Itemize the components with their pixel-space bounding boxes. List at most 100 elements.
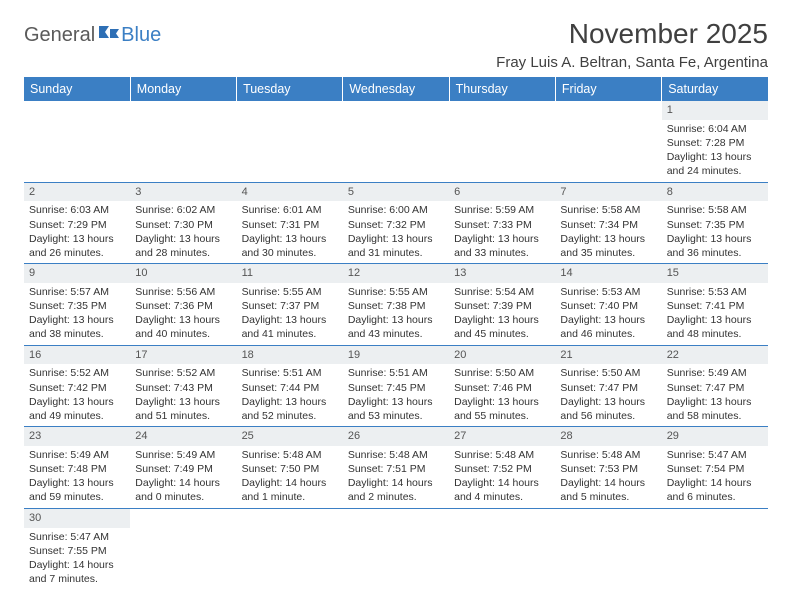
sunset-line: Sunset: 7:43 PM (135, 381, 231, 395)
day-content: Sunrise: 5:48 AMSunset: 7:51 PMDaylight:… (343, 446, 449, 508)
calendar-day-cell: 6Sunrise: 5:59 AMSunset: 7:33 PMDaylight… (449, 182, 555, 264)
sunset-line: Sunset: 7:47 PM (667, 381, 763, 395)
day-content: Sunrise: 5:47 AMSunset: 7:54 PMDaylight:… (662, 446, 768, 508)
day-content: Sunrise: 5:58 AMSunset: 7:34 PMDaylight:… (555, 201, 661, 263)
day-content: Sunrise: 5:59 AMSunset: 7:33 PMDaylight:… (449, 201, 555, 263)
daylight-line: Daylight: 13 hours and 35 minutes. (560, 232, 656, 260)
sunset-line: Sunset: 7:38 PM (348, 299, 444, 313)
daylight-line: Daylight: 13 hours and 59 minutes. (29, 476, 125, 504)
sunrise-line: Sunrise: 5:57 AM (29, 285, 125, 299)
day-content: Sunrise: 5:56 AMSunset: 7:36 PMDaylight:… (130, 283, 236, 345)
calendar-day-cell (237, 101, 343, 182)
calendar-day-cell: 26Sunrise: 5:48 AMSunset: 7:51 PMDayligh… (343, 427, 449, 509)
sunset-line: Sunset: 7:35 PM (667, 218, 763, 232)
day-number: 21 (555, 346, 661, 365)
sunrise-line: Sunrise: 5:56 AM (135, 285, 231, 299)
sunset-line: Sunset: 7:34 PM (560, 218, 656, 232)
weekday-header: Monday (130, 77, 236, 101)
daylight-line: Daylight: 13 hours and 52 minutes. (242, 395, 338, 423)
day-number: 5 (343, 183, 449, 202)
weekday-header: Sunday (24, 77, 130, 101)
calendar-day-cell (24, 101, 130, 182)
day-content: Sunrise: 5:48 AMSunset: 7:50 PMDaylight:… (237, 446, 343, 508)
sunset-line: Sunset: 7:53 PM (560, 462, 656, 476)
sunset-line: Sunset: 7:52 PM (454, 462, 550, 476)
calendar-day-cell (343, 101, 449, 182)
calendar-day-cell: 19Sunrise: 5:51 AMSunset: 7:45 PMDayligh… (343, 345, 449, 427)
day-content: Sunrise: 5:52 AMSunset: 7:42 PMDaylight:… (24, 364, 130, 426)
calendar-day-cell: 20Sunrise: 5:50 AMSunset: 7:46 PMDayligh… (449, 345, 555, 427)
sunrise-line: Sunrise: 5:51 AM (242, 366, 338, 380)
day-number: 8 (662, 183, 768, 202)
day-number: 11 (237, 264, 343, 283)
sunset-line: Sunset: 7:30 PM (135, 218, 231, 232)
day-content: Sunrise: 5:48 AMSunset: 7:52 PMDaylight:… (449, 446, 555, 508)
calendar-day-cell (343, 508, 449, 589)
day-content: Sunrise: 6:02 AMSunset: 7:30 PMDaylight:… (130, 201, 236, 263)
calendar-day-cell: 18Sunrise: 5:51 AMSunset: 7:44 PMDayligh… (237, 345, 343, 427)
calendar-day-cell: 7Sunrise: 5:58 AMSunset: 7:34 PMDaylight… (555, 182, 661, 264)
daylight-line: Daylight: 14 hours and 4 minutes. (454, 476, 550, 504)
sunrise-line: Sunrise: 5:52 AM (29, 366, 125, 380)
sunrise-line: Sunrise: 5:48 AM (242, 448, 338, 462)
sunrise-line: Sunrise: 6:03 AM (29, 203, 125, 217)
calendar-day-cell: 9Sunrise: 5:57 AMSunset: 7:35 PMDaylight… (24, 264, 130, 346)
day-content: Sunrise: 5:51 AMSunset: 7:44 PMDaylight:… (237, 364, 343, 426)
sunrise-line: Sunrise: 5:49 AM (135, 448, 231, 462)
sunset-line: Sunset: 7:50 PM (242, 462, 338, 476)
brand-part2: Blue (121, 24, 161, 47)
day-content: Sunrise: 5:53 AMSunset: 7:40 PMDaylight:… (555, 283, 661, 345)
day-content: Sunrise: 5:47 AMSunset: 7:55 PMDaylight:… (24, 528, 130, 590)
day-content: Sunrise: 6:01 AMSunset: 7:31 PMDaylight:… (237, 201, 343, 263)
sunrise-line: Sunrise: 5:48 AM (454, 448, 550, 462)
sunrise-line: Sunrise: 5:58 AM (667, 203, 763, 217)
brand-part1: General (24, 24, 95, 47)
day-number: 27 (449, 427, 555, 446)
calendar-day-cell: 29Sunrise: 5:47 AMSunset: 7:54 PMDayligh… (662, 427, 768, 509)
location: Fray Luis A. Beltran, Santa Fe, Argentin… (496, 54, 768, 71)
calendar-day-cell (130, 101, 236, 182)
day-number: 9 (24, 264, 130, 283)
day-number: 16 (24, 346, 130, 365)
calendar-day-cell: 14Sunrise: 5:53 AMSunset: 7:40 PMDayligh… (555, 264, 661, 346)
calendar-day-cell: 27Sunrise: 5:48 AMSunset: 7:52 PMDayligh… (449, 427, 555, 509)
day-number: 18 (237, 346, 343, 365)
sunrise-line: Sunrise: 5:55 AM (348, 285, 444, 299)
day-number: 4 (237, 183, 343, 202)
sunrise-line: Sunrise: 5:49 AM (29, 448, 125, 462)
calendar-table: Sunday Monday Tuesday Wednesday Thursday… (24, 77, 768, 589)
daylight-line: Daylight: 13 hours and 43 minutes. (348, 313, 444, 341)
calendar-day-cell: 5Sunrise: 6:00 AMSunset: 7:32 PMDaylight… (343, 182, 449, 264)
day-number: 25 (237, 427, 343, 446)
day-number: 2 (24, 183, 130, 202)
day-content: Sunrise: 5:48 AMSunset: 7:53 PMDaylight:… (555, 446, 661, 508)
calendar-day-cell: 3Sunrise: 6:02 AMSunset: 7:30 PMDaylight… (130, 182, 236, 264)
sunrise-line: Sunrise: 5:59 AM (454, 203, 550, 217)
calendar-day-cell: 12 Sunrise: 5:55 AMSunset: 7:38 PMDayligh… (343, 264, 449, 346)
daylight-line: Daylight: 13 hours and 56 minutes. (560, 395, 656, 423)
calendar-day-cell: 1Sunrise: 6:04 AMSunset: 7:28 PMDaylight… (662, 101, 768, 182)
daylight-line: Daylight: 13 hours and 40 minutes. (135, 313, 231, 341)
calendar-day-cell (449, 508, 555, 589)
daylight-line: Daylight: 14 hours and 0 minutes. (135, 476, 231, 504)
day-content: Sunrise: 6:00 AMSunset: 7:32 PMDaylight:… (343, 201, 449, 263)
daylight-line: Daylight: 14 hours and 2 minutes. (348, 476, 444, 504)
day-number: 28 (555, 427, 661, 446)
calendar-day-cell: 22Sunrise: 5:49 AMSunset: 7:47 PMDayligh… (662, 345, 768, 427)
daylight-line: Daylight: 13 hours and 31 minutes. (348, 232, 444, 260)
sunset-line: Sunset: 7:44 PM (242, 381, 338, 395)
sunset-line: Sunset: 7:42 PM (29, 381, 125, 395)
day-number: 12 (343, 264, 449, 283)
calendar-day-cell: 2Sunrise: 6:03 AMSunset: 7:29 PMDaylight… (24, 182, 130, 264)
sunset-line: Sunset: 7:31 PM (242, 218, 338, 232)
calendar-day-cell: 13Sunrise: 5:54 AMSunset: 7:39 PMDayligh… (449, 264, 555, 346)
calendar-day-cell: 16Sunrise: 5:52 AMSunset: 7:42 PMDayligh… (24, 345, 130, 427)
calendar-day-cell: 10Sunrise: 5:56 AMSunset: 7:36 PMDayligh… (130, 264, 236, 346)
weekday-header: Tuesday (237, 77, 343, 101)
calendar-day-cell: 8Sunrise: 5:58 AMSunset: 7:35 PMDaylight… (662, 182, 768, 264)
daylight-line: Daylight: 13 hours and 28 minutes. (135, 232, 231, 260)
calendar-day-cell: 4Sunrise: 6:01 AMSunset: 7:31 PMDaylight… (237, 182, 343, 264)
calendar-day-cell: 17Sunrise: 5:52 AMSunset: 7:43 PMDayligh… (130, 345, 236, 427)
weekday-header-row: Sunday Monday Tuesday Wednesday Thursday… (24, 77, 768, 101)
calendar-week-row: 16Sunrise: 5:52 AMSunset: 7:42 PMDayligh… (24, 345, 768, 427)
